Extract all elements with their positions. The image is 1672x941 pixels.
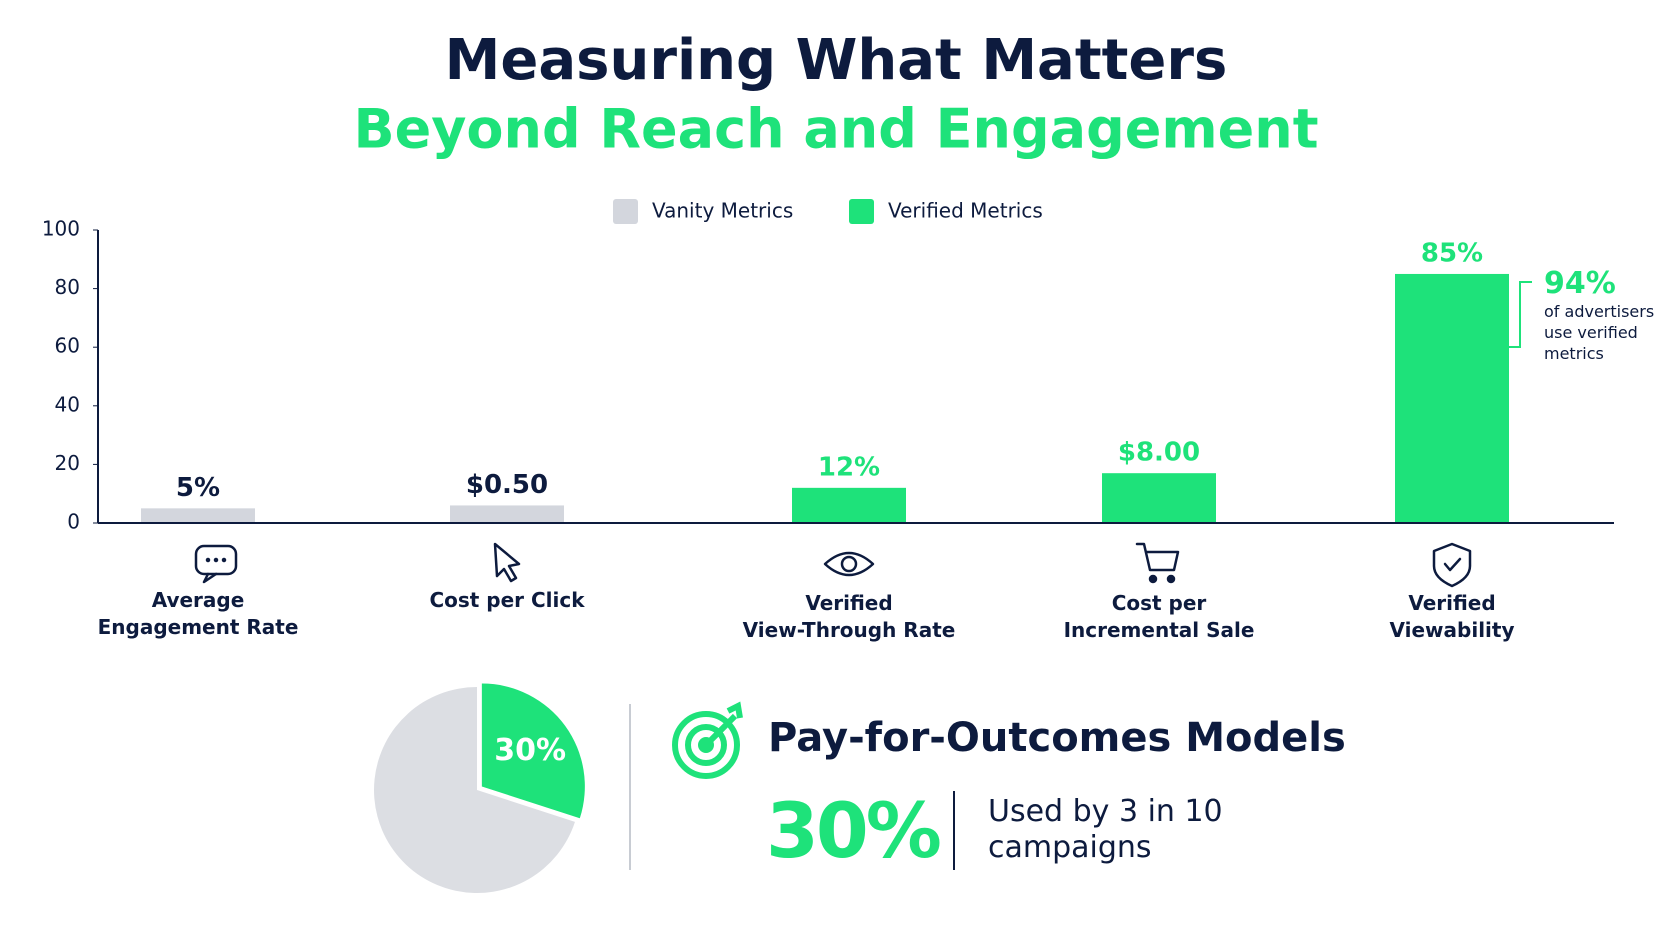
target-icon [672,701,743,779]
value-label: 85% [1421,238,1483,268]
y-tick-label: 0 [67,510,80,534]
x-tick-label: Verified View-Through Rate [742,591,956,642]
x-tick-label: Verified Viewability [1389,591,1515,642]
panel-stat: 30% [766,786,942,875]
bar [141,508,255,523]
pie-label: 30% [494,733,566,768]
shield-icon [1432,542,1472,588]
bar [450,505,564,523]
y-tick-label: 20 [55,451,80,475]
y-tick-label: 100 [42,217,80,241]
bar [792,487,906,523]
cart-icon [1135,542,1180,584]
y-tick-label: 60 [55,334,80,358]
value-label: $8.00 [1118,438,1200,468]
pie-slice [374,687,575,893]
legend-label: Verified Metrics [888,199,1043,223]
y-tick-label: 40 [55,392,80,416]
annotation-text: of advertisers use verified metrics [1544,302,1655,363]
annotation-bracket [1508,281,1532,348]
value-label: $0.50 [466,470,548,500]
y-tick-label: 80 [55,275,80,299]
cursor-icon [493,542,521,583]
icons [194,542,1472,588]
chat-icon [194,544,238,584]
eye-icon [823,551,875,577]
title: Measuring What Matters [445,28,1228,93]
bar [1395,273,1509,523]
value-label: 12% [818,452,880,482]
annotation-value: 94% [1544,266,1616,301]
pie-slice [481,683,585,819]
subtitle: Beyond Reach and Engagement [353,98,1318,161]
x-tick-label: Cost per Click [429,588,585,612]
x-tick-label: Cost per Incremental Sale [1063,591,1255,642]
bar [1102,473,1216,523]
legend-swatch [849,199,874,224]
legend-swatch [613,199,638,224]
value-label: 5% [176,473,220,503]
panel-text: Used by 3 in 10 campaigns [988,794,1223,865]
legend-label: Vanity Metrics [652,199,793,223]
x-tick-label: Average Engagement Rate [97,588,299,639]
panel-title: Pay-for-Outcomes Models [768,715,1346,761]
